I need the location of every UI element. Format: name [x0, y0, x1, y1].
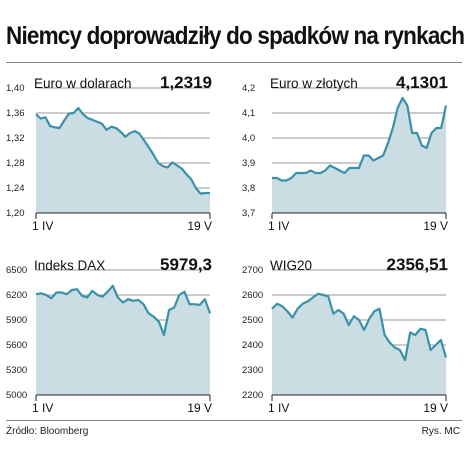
- x-tick-label-start: 1 IV: [32, 401, 53, 415]
- y-tick-label: 2600: [242, 290, 263, 301]
- y-tick-label: 1,20: [6, 208, 25, 219]
- area-fill: [272, 293, 446, 395]
- last-value: 2356,51: [387, 255, 448, 274]
- y-tick-label: 2500: [242, 315, 263, 326]
- y-tick-label: 1,36: [6, 108, 25, 119]
- x-tick-label-end: 19 V: [187, 219, 212, 233]
- panel-euro-pln: 4,2 4,1 4,0 3,9 3,8 3,7 1 IV 19 V Euro w złotych…: [242, 73, 448, 233]
- footer-rule: [6, 420, 462, 421]
- source-note: Źródło: Bloomberg: [6, 426, 89, 437]
- last-value: 5979,3: [160, 255, 212, 274]
- series-line: [272, 96, 448, 182]
- x-tick-label-start: 1 IV: [268, 219, 289, 233]
- chart-title: Niemcy doprowadziły do spadków na rynkac…: [6, 22, 465, 50]
- panel-title: WIG20: [270, 258, 312, 273]
- y-tick-label: 1,32: [6, 133, 25, 144]
- area-fill: [272, 98, 446, 213]
- y-tick-label: 1,28: [6, 158, 25, 169]
- series-line: [35, 284, 212, 337]
- x-tick-label-start: 1 IV: [32, 219, 53, 233]
- y-tick-label: 6200: [6, 290, 27, 301]
- y-tick-label: 1,40: [6, 83, 25, 94]
- panel-euro-usd: 1,40 1,36 1,32 1,28 1,24 1,20 1 IV 19 V Euro w d…: [6, 73, 212, 233]
- series-line: [35, 106, 211, 195]
- area-fill: [36, 108, 210, 213]
- panel-wig20: 2700 2600 2500 2400 2300 2200 1 IV 19 V WIG20 235…: [242, 255, 448, 415]
- y-tick-label: 3,7: [242, 208, 255, 219]
- last-value: 1,2319: [160, 73, 212, 92]
- y-tick-label: 1,24: [6, 183, 25, 194]
- panel-dax: 6500 6200 5900 5600 5300 5000 1 IV 19 V Indeks D…: [6, 255, 212, 415]
- x-tick-label-end: 19 V: [187, 401, 212, 415]
- panel-title: Euro w złotych: [270, 76, 358, 91]
- y-tick-label: 5900: [6, 315, 27, 326]
- x-tick-label-end: 19 V: [423, 401, 448, 415]
- y-tick-label: 6500: [6, 265, 27, 276]
- y-tick-label: 5300: [6, 365, 27, 376]
- title-rule: [6, 62, 462, 63]
- area-fill: [36, 285, 210, 395]
- y-tick-label: 2700: [242, 265, 263, 276]
- y-tick-label: 2200: [242, 390, 263, 401]
- y-tick-label: 5000: [6, 390, 27, 401]
- series-line: [271, 292, 448, 362]
- y-tick-label: 2400: [242, 340, 263, 351]
- y-tick-label: 4,1: [242, 108, 255, 119]
- panel-title: Euro w dolarach: [34, 76, 132, 91]
- x-tick-label-start: 1 IV: [268, 401, 289, 415]
- y-tick-label: 3,8: [242, 183, 255, 194]
- y-tick-label: 3,9: [242, 158, 255, 169]
- panel-title: Indeks DAX: [34, 258, 105, 273]
- y-tick-label: 2300: [242, 365, 263, 376]
- last-value: 4,1301: [396, 73, 448, 92]
- y-tick-label: 4,0: [242, 133, 255, 144]
- y-tick-label: 5600: [6, 340, 27, 351]
- credit-note: Rys. MC: [421, 426, 460, 437]
- y-tick-label: 4,2: [242, 83, 255, 94]
- x-tick-label-end: 19 V: [423, 219, 448, 233]
